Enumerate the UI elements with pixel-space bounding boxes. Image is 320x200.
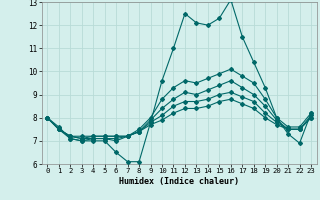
X-axis label: Humidex (Indice chaleur): Humidex (Indice chaleur) [119, 177, 239, 186]
